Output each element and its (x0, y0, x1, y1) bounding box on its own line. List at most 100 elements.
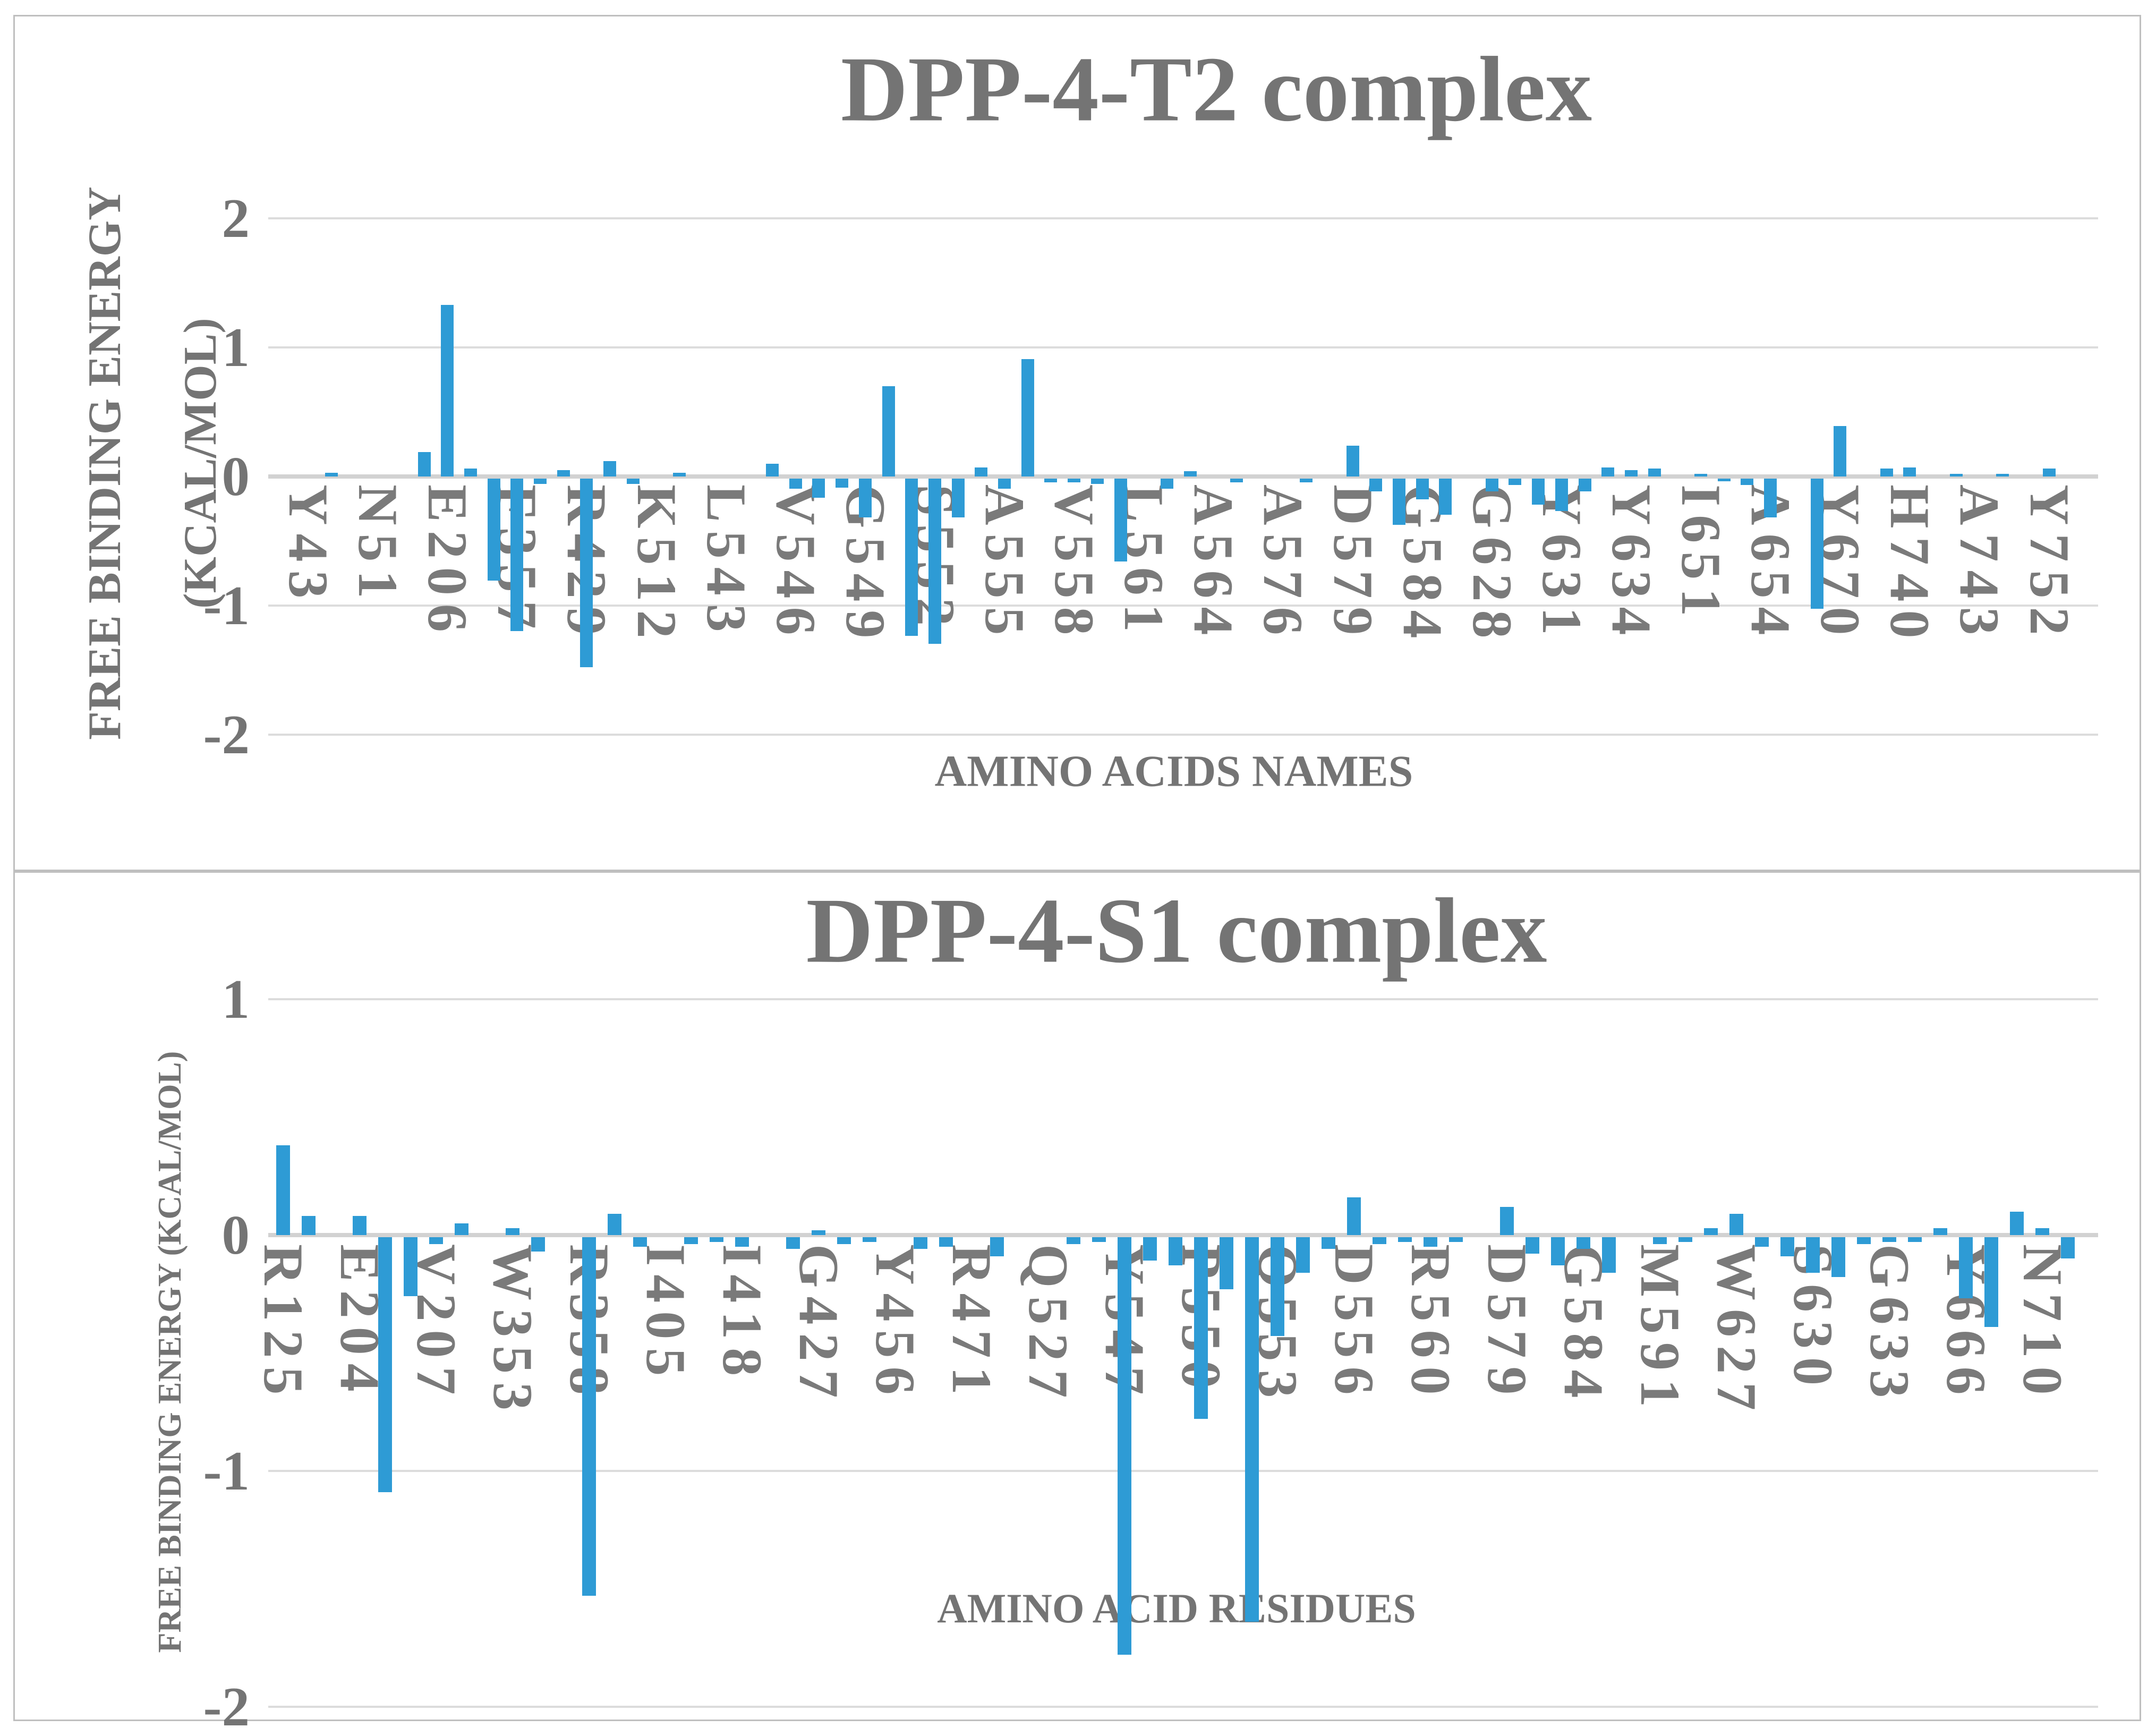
bar (858, 479, 872, 517)
bar (1764, 479, 1777, 517)
bar (998, 479, 1011, 489)
bar (1424, 1237, 1437, 1247)
bar (506, 1228, 519, 1235)
bottom-chart-title: DPP-4-S1 complex (806, 879, 1547, 982)
x-category-label: G549 (834, 484, 897, 647)
bar (1416, 479, 1429, 499)
x-category-label: R471 (941, 1244, 1003, 1403)
bar (325, 472, 338, 476)
bar (1230, 479, 1243, 483)
bar (1369, 479, 1383, 492)
bar (1780, 1237, 1794, 1256)
bar (882, 386, 895, 476)
bar (928, 479, 941, 644)
bar (1296, 1237, 1310, 1273)
gridline (268, 998, 2098, 1000)
bar (1322, 1237, 1335, 1249)
bar (1551, 1237, 1565, 1266)
y-tick-label: 1 (221, 316, 250, 379)
x-category-label: I405 (635, 1244, 697, 1385)
gridline (268, 1706, 2098, 1708)
bar (1880, 469, 1893, 476)
x-category-label: G633 (1859, 1244, 1921, 1407)
x-category-label: Y634 (1600, 484, 1663, 644)
x-category-label: N710 (2012, 1244, 2074, 1403)
bar (580, 479, 593, 667)
x-category-label: I418 (711, 1244, 773, 1385)
x-category-label: G584 (1553, 1244, 1615, 1407)
x-category-label: R125 (252, 1244, 314, 1403)
x-category-label: A654 (1740, 484, 1802, 644)
x-category-label: A743 (1948, 484, 2011, 644)
x-category-label: D579 (1476, 1244, 1538, 1403)
bar (378, 1237, 392, 1492)
bottom-chart-panel (13, 871, 2141, 1721)
x-category-label: G628 (1461, 484, 1523, 647)
bar (1090, 479, 1104, 484)
bar (1717, 479, 1731, 481)
y-tick-label: 0 (221, 1204, 250, 1266)
bottom-y-axis-title: FREE BINDING ENERGY (KCAL/MOL) (149, 996, 202, 1708)
bar (2010, 1211, 2024, 1235)
bar (1882, 1237, 1896, 1242)
bar (557, 470, 570, 476)
x-category-label: M591 (1629, 1244, 1691, 1416)
x-category-label: Y631 (1530, 484, 1593, 644)
bar (1373, 1237, 1386, 1245)
bar (1398, 1237, 1412, 1242)
bar (1933, 1228, 1947, 1235)
bar (1602, 1237, 1616, 1273)
bar (404, 1237, 417, 1296)
bar (1346, 445, 1359, 476)
bar (1183, 471, 1197, 476)
bar (914, 1237, 927, 1249)
bar (1831, 1237, 1845, 1278)
bar (1578, 479, 1591, 492)
x-category-label: K512 (625, 484, 688, 647)
x-category-label: H740 (1879, 484, 1941, 647)
bar (1653, 1237, 1667, 1245)
bar (2061, 1237, 2075, 1258)
bar (1347, 1197, 1361, 1235)
gridline (268, 605, 2098, 607)
bar (1485, 479, 1498, 492)
bar (789, 479, 802, 489)
gridline (268, 217, 2098, 219)
bar (990, 1237, 1004, 1256)
y-tick-label: -2 (203, 703, 250, 766)
bar (441, 304, 454, 476)
y-tick-label: 1 (221, 968, 250, 1031)
y-tick-label: 2 (221, 187, 250, 250)
bar (786, 1237, 800, 1249)
bar (1576, 1237, 1590, 1249)
top-chart-panel (13, 15, 2141, 871)
gridline (268, 1470, 2098, 1472)
x-category-label: W353 (482, 1244, 544, 1419)
bar (1555, 479, 1568, 511)
top-x-axis-title: AMINO ACIDS NAMES (934, 746, 1413, 796)
bar (1755, 1237, 1769, 1247)
bar (1118, 1237, 1131, 1655)
x-category-label: E206 (416, 484, 479, 641)
gridline (268, 734, 2098, 736)
bar (1449, 1237, 1463, 1242)
y-tick-label: 0 (221, 445, 250, 508)
bar (975, 467, 988, 476)
bar (2035, 1228, 2049, 1235)
bar (836, 479, 849, 488)
bar (1160, 479, 1173, 489)
bar (1996, 474, 2009, 476)
bar (905, 479, 918, 636)
x-category-label: G427 (788, 1244, 850, 1407)
bar (1648, 469, 1661, 476)
bar (1245, 1237, 1259, 1622)
bar (1392, 479, 1405, 525)
x-category-label: A576 (1252, 484, 1315, 644)
bar (353, 1216, 367, 1235)
bar (735, 1237, 749, 1247)
bar (1806, 1237, 1820, 1273)
bar (1143, 1237, 1157, 1261)
bar (429, 1237, 443, 1245)
x-category-label: I651 (1670, 484, 1732, 625)
